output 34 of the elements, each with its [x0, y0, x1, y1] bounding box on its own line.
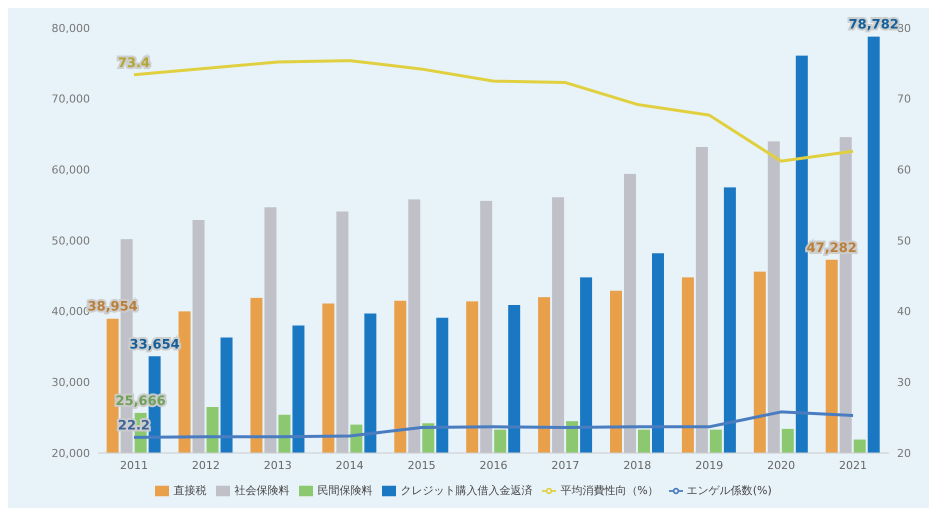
y-tick-label: 20,000: [52, 446, 90, 460]
legend-label: クレジット購入借入金返済: [400, 484, 532, 497]
x-tick-label: 2020: [767, 458, 796, 472]
y2-tick-label: 40: [897, 305, 911, 318]
y2-tick-label: 80: [897, 22, 911, 35]
x-tick-label: 2015: [408, 458, 436, 472]
legend-label: 平均消費性向（%）: [560, 484, 659, 497]
x-tick-label: 2021: [839, 458, 868, 472]
legend-label: 直接税: [173, 484, 206, 497]
x-tick-label: 2013: [264, 458, 292, 472]
y-tick-label: 60,000: [52, 164, 90, 177]
legend-label: 社会保険料: [234, 484, 290, 497]
x-tick-label: 2018: [623, 458, 652, 472]
y-tick-label: 30,000: [52, 376, 90, 390]
x-tick-label: 2016: [480, 458, 508, 472]
data-label: 38,954: [88, 300, 138, 315]
x-tick-label: 2017: [551, 458, 580, 472]
y2-tick-label: 60: [897, 164, 911, 177]
y-tick-label: 40,000: [52, 305, 90, 318]
x-tick-label: 2012: [192, 458, 220, 472]
legend-label: エンゲル係数(%): [686, 484, 772, 497]
y-tick-label: 70,000: [52, 92, 90, 106]
y2-tick-label: 30: [897, 376, 911, 390]
data-label: 73.4: [118, 56, 150, 71]
y2-tick-label: 20: [897, 446, 911, 460]
data-label: 78,782: [848, 18, 899, 33]
y2-tick-label: 70: [897, 92, 911, 106]
y2-tick-label: 50: [897, 234, 911, 248]
legend-label: 民間保険料: [317, 484, 372, 497]
x-tick-label: 2019: [695, 458, 724, 472]
y-tick-label: 50,000: [52, 234, 90, 248]
y-tick-label: 80,000: [52, 22, 90, 35]
x-tick-label: 2011: [120, 458, 148, 472]
x-tick-label: 2014: [336, 458, 364, 472]
